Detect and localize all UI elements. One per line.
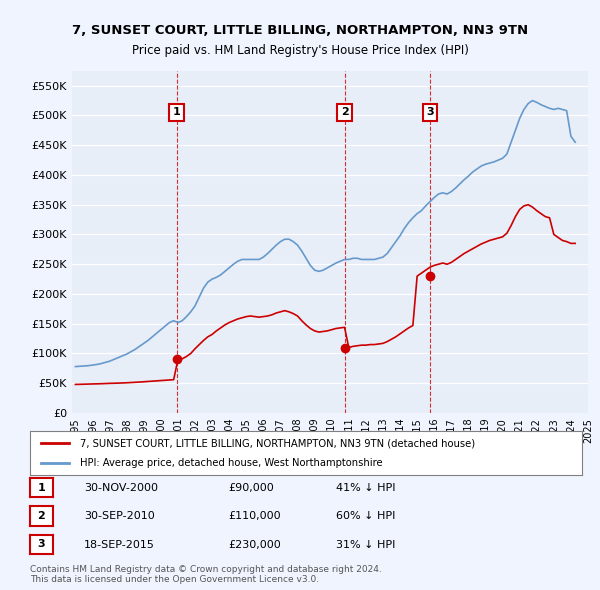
Text: Price paid vs. HM Land Registry's House Price Index (HPI): Price paid vs. HM Land Registry's House …: [131, 44, 469, 57]
Text: 1: 1: [173, 107, 181, 117]
Text: 60% ↓ HPI: 60% ↓ HPI: [336, 512, 395, 521]
Text: 3: 3: [426, 107, 434, 117]
Text: 2: 2: [341, 107, 349, 117]
Text: 3: 3: [38, 539, 45, 549]
Text: 41% ↓ HPI: 41% ↓ HPI: [336, 483, 395, 493]
Text: HPI: Average price, detached house, West Northamptonshire: HPI: Average price, detached house, West…: [80, 458, 382, 467]
Text: £90,000: £90,000: [228, 483, 274, 493]
Text: £110,000: £110,000: [228, 512, 281, 521]
Text: 1: 1: [38, 483, 45, 493]
Text: £230,000: £230,000: [228, 540, 281, 549]
Text: 2: 2: [38, 511, 45, 521]
Text: 30-SEP-2010: 30-SEP-2010: [84, 512, 155, 521]
Text: 30-NOV-2000: 30-NOV-2000: [84, 483, 158, 493]
Text: 7, SUNSET COURT, LITTLE BILLING, NORTHAMPTON, NN3 9TN: 7, SUNSET COURT, LITTLE BILLING, NORTHAM…: [72, 24, 528, 37]
Text: 7, SUNSET COURT, LITTLE BILLING, NORTHAMPTON, NN3 9TN (detached house): 7, SUNSET COURT, LITTLE BILLING, NORTHAM…: [80, 438, 475, 448]
Text: 18-SEP-2015: 18-SEP-2015: [84, 540, 155, 549]
Text: 31% ↓ HPI: 31% ↓ HPI: [336, 540, 395, 549]
Text: Contains HM Land Registry data © Crown copyright and database right 2024.
This d: Contains HM Land Registry data © Crown c…: [30, 565, 382, 584]
